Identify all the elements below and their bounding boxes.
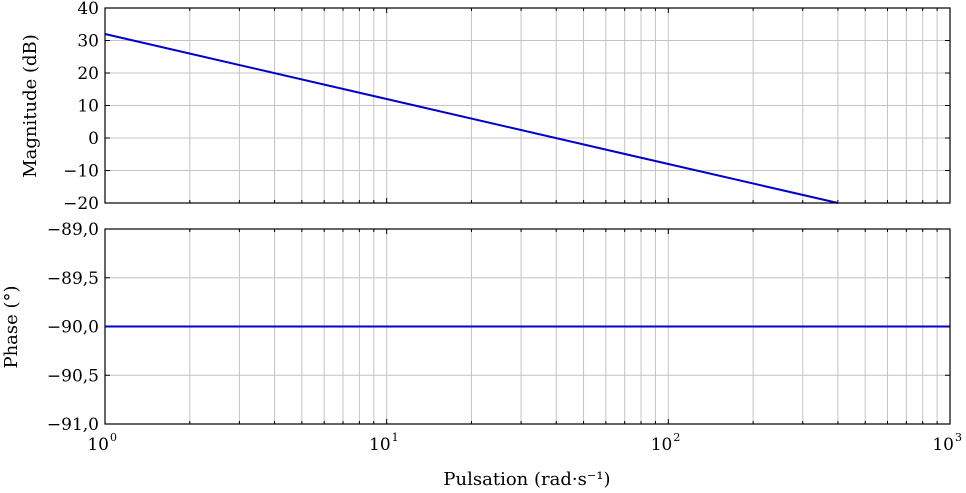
phase-plot-frame: [104, 228, 951, 425]
x-tick-label: 10 3: [932, 431, 962, 455]
magnitude-plot-frame: [104, 7, 951, 204]
magnitude-series-line: [104, 33, 839, 204]
phase-y-tick-label: −90,5: [47, 366, 99, 386]
x-tick-label: 10 2: [651, 431, 681, 455]
magnitude-plot: 40 30 20 10 0 −10 −20: [63, 0, 951, 214]
x-tick-label-base: 10: [651, 435, 673, 455]
magnitude-y-tick-label: 30: [77, 32, 99, 52]
x-tick-label-exponent: 2: [673, 431, 680, 444]
x-tick-label-base: 10: [932, 435, 954, 455]
magnitude-grid: [104, 7, 950, 204]
phase-y-tick-label: −89,0: [47, 220, 99, 240]
phase-y-axis-label: Phase (°): [1, 285, 22, 368]
phase-plot: −89,0−89,5−90,0−90,5−91,010 0 10 1 10 2 10 3: [47, 220, 962, 455]
phase-y-tick-label: −89,5: [47, 269, 99, 289]
magnitude-y-tick-label: −10: [63, 162, 99, 182]
phase-y-tick-label: −90,0: [47, 318, 99, 338]
x-tick-label-base: 10: [369, 435, 391, 455]
x-tick-label-base: 10: [87, 435, 109, 455]
magnitude-y-axis-label: Magnitude (dB): [20, 34, 41, 178]
x-tick-label-exponent: 0: [110, 431, 117, 444]
magnitude-y-tick-label: 10: [77, 97, 99, 117]
phase-y-tick-label: −91,0: [47, 415, 99, 435]
x-tick-label: 10 0: [87, 431, 117, 455]
magnitude-y-tick-label: 0: [88, 129, 99, 149]
magnitude-y-tick-label: 20: [77, 64, 99, 84]
magnitude-y-tick-label: −20: [63, 194, 99, 214]
x-axis-label: Pulsation (rad·s⁻¹): [443, 469, 610, 490]
x-tick-label-exponent: 1: [392, 431, 399, 444]
x-tick-label: 10 1: [369, 431, 399, 455]
x-tick-label-exponent: 3: [955, 431, 962, 444]
magnitude-y-tick-label: 40: [77, 0, 99, 19]
